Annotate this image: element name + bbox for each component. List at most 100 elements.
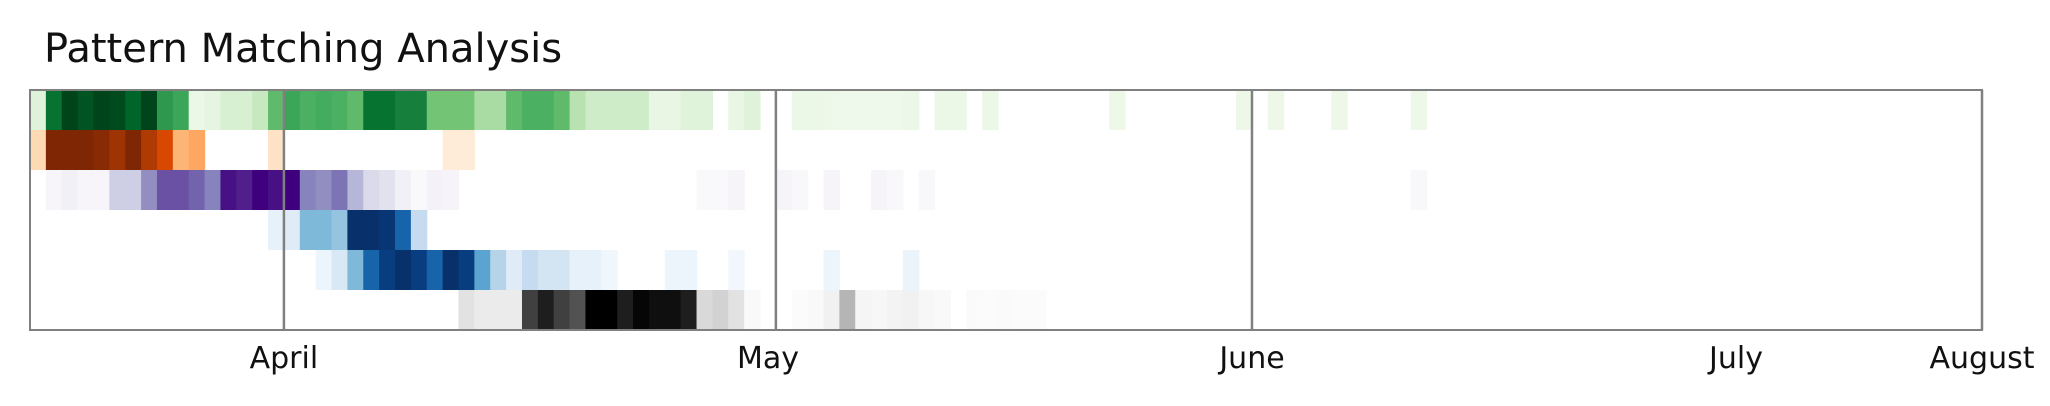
heatmap-cell-r2-c12 <box>236 170 253 210</box>
heatmap-cell-r5-c3 <box>506 290 523 330</box>
heatmap-cell-r2-c28 <box>728 170 745 210</box>
heatmap-cell-r0-c10 <box>188 90 206 130</box>
heatmap-cell-r5-c0 <box>458 290 475 330</box>
heatmap-cells <box>30 90 1428 330</box>
heatmap-cell-r1-c8 <box>156 130 174 170</box>
heatmap-cell-r4-c18 <box>601 250 618 290</box>
heatmap-cell-r5-c27 <box>918 290 936 330</box>
heatmap-cell-r0-c6 <box>125 90 142 130</box>
heatmap-cell-r2-c11 <box>220 170 237 210</box>
heatmap-cell-r0-c37 <box>617 90 634 130</box>
heatmap-cell-r0-c3 <box>77 90 95 130</box>
heatmap-cell-r0-c18 <box>315 90 333 130</box>
heatmap-cell-r0-c2 <box>61 90 79 130</box>
heatmap-cell-r0-c43 <box>728 90 745 130</box>
heatmap-cell-r0-c54 <box>950 90 967 130</box>
heatmap-cell-r2-c0 <box>45 170 63 210</box>
heatmap-cell-r3-c6 <box>363 210 380 250</box>
heatmap-cell-r2-c34 <box>918 170 936 210</box>
heatmap-cell-r2-c4 <box>109 170 126 210</box>
heatmap-cell-r2-c10 <box>204 170 222 210</box>
heatmap-cell-r2-c3 <box>93 170 110 210</box>
heatmap-cell-r0-c17 <box>299 90 317 130</box>
heatmap-cell-r4-c23 <box>902 250 920 290</box>
heatmap-cell-r0-c55 <box>982 90 999 130</box>
heatmap-cell-r0-c57 <box>1236 90 1253 130</box>
heatmap-cell-r2-c9 <box>188 170 206 210</box>
heatmap-cell-r5-c24 <box>871 290 888 330</box>
heatmap-cell-r2-c25 <box>442 170 460 210</box>
heatmap-cell-r5-c5 <box>537 290 555 330</box>
heatmap-cell-r0-c45 <box>791 90 809 130</box>
heatmap-cell-r0-c23 <box>395 90 412 130</box>
heatmap-cell-r0-c24 <box>410 90 428 130</box>
heatmap-cell-r2-c6 <box>141 170 158 210</box>
heatmap-cell-r0-c28 <box>474 90 491 130</box>
heatmap-cell-r4-c21 <box>728 250 745 290</box>
heatmap-cell-r1-c2 <box>61 130 79 170</box>
heatmap-cell-r0-c25 <box>426 90 444 130</box>
heatmap-cell-r5-c14 <box>680 290 698 330</box>
heatmap-cell-r2-c35 <box>1410 170 1428 210</box>
heatmap-cell-r0-c46 <box>807 90 825 130</box>
heatmap-cell-r2-c7 <box>156 170 174 210</box>
heatmap-cell-r2-c14 <box>268 170 285 210</box>
heatmap-cell-r1-c10 <box>188 130 206 170</box>
x-tick-label-july: July <box>1707 341 1763 376</box>
heatmap-cell-r0-c59 <box>1331 90 1348 130</box>
heatmap-cell-r5-c18 <box>744 290 761 330</box>
heatmap-cell-r0-c29 <box>490 90 507 130</box>
heatmap-cell-r2-c32 <box>871 170 888 210</box>
heatmap-cell-r5-c31 <box>998 290 1015 330</box>
heatmap-cell-r2-c1 <box>61 170 79 210</box>
x-axis-labels: April May June July August <box>250 341 2035 376</box>
heatmap-cell-r4-c16 <box>569 250 587 290</box>
heatmap-cell-r0-c52 <box>902 90 920 130</box>
heatmap-cell-r0-c0 <box>30 90 47 130</box>
heatmap-cell-r0-c58 <box>1267 90 1285 130</box>
heatmap-cell-r0-c32 <box>537 90 555 130</box>
heatmap-cell-r0-c49 <box>855 90 872 130</box>
heatmap-cell-r0-c47 <box>823 90 840 130</box>
heatmap-cell-r0-c56 <box>1109 90 1126 130</box>
heatmap-cell-r0-c22 <box>379 90 396 130</box>
heatmap-cell-r2-c31 <box>823 170 840 210</box>
heatmap-cell-r5-c2 <box>490 290 507 330</box>
heatmap-cell-r5-c12 <box>648 290 666 330</box>
heatmap-cell-r4-c19 <box>664 250 682 290</box>
heatmap-cell-r5-c32 <box>1013 290 1031 330</box>
heatmap-cell-r4-c11 <box>490 250 507 290</box>
heatmap-cell-r5-c26 <box>902 290 920 330</box>
heatmap-cell-r0-c48 <box>839 90 856 130</box>
heatmap-cell-r5-c17 <box>728 290 745 330</box>
heatmap-cell-r2-c24 <box>426 170 444 210</box>
heatmap-cell-r2-c16 <box>299 170 317 210</box>
heatmap-cell-r2-c20 <box>363 170 380 210</box>
heatmap-cell-r5-c6 <box>553 290 571 330</box>
x-tick-label-may: May <box>737 341 799 376</box>
heatmap-cell-r4-c13 <box>521 250 539 290</box>
heatmap-cell-r1-c9 <box>172 130 190 170</box>
heatmap-cell-r5-c1 <box>474 290 491 330</box>
heatmap-cell-r4-c4 <box>379 250 396 290</box>
heatmap-cell-r2-c33 <box>886 170 904 210</box>
plot-frame <box>29 89 1983 331</box>
heatmap-cell-r4-c22 <box>823 250 840 290</box>
heatmap-cell-r0-c60 <box>1410 90 1428 130</box>
heatmap-cell-r3-c9 <box>410 210 428 250</box>
heatmap-cell-r5-c20 <box>807 290 825 330</box>
heatmap-cell-r0-c36 <box>601 90 618 130</box>
heatmap-cell-r0-c27 <box>458 90 475 130</box>
heatmap-cell-r0-c7 <box>141 90 158 130</box>
heatmap-cell-r1-c1 <box>45 130 63 170</box>
heatmap-cell-r0-c8 <box>156 90 174 130</box>
heatmap-cell-r0-c50 <box>871 90 888 130</box>
heatmap-cell-r2-c2 <box>77 170 95 210</box>
heatmap-cell-r2-c30 <box>791 170 809 210</box>
heatmap-cell-r1-c3 <box>77 130 95 170</box>
heatmap-cell-r4-c8 <box>442 250 460 290</box>
heatmap-cell-r4-c0 <box>315 250 333 290</box>
heatmap-cell-r5-c30 <box>982 290 999 330</box>
heatmap-cell-r1-c4 <box>93 130 110 170</box>
